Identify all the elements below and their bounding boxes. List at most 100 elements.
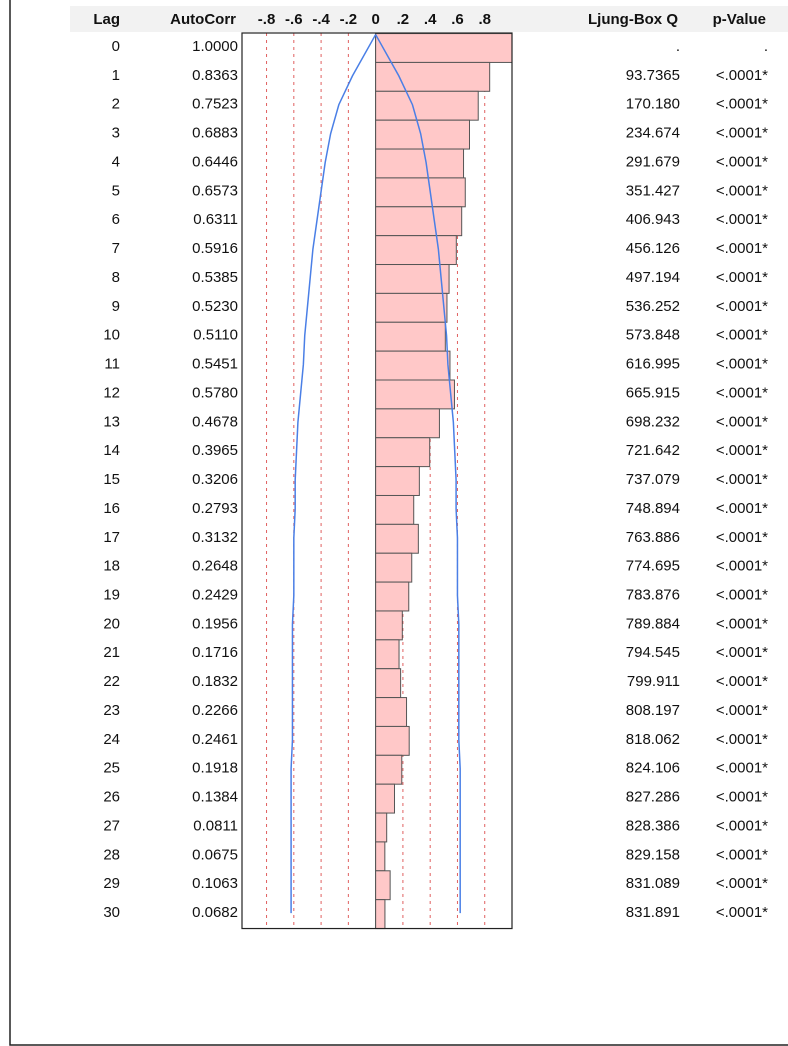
- lag-label: 6: [112, 211, 120, 228]
- p-value: <.0001*: [716, 615, 768, 632]
- autocorr-value: 0.3206: [192, 471, 238, 488]
- p-value: <.0001*: [716, 644, 768, 661]
- ljung-box-value: 737.079: [626, 471, 680, 488]
- p-value: <.0001*: [716, 298, 768, 315]
- bar: [375, 437, 431, 468]
- lag-label: 2: [112, 96, 120, 113]
- bar: [375, 321, 446, 352]
- lag-label: 14: [103, 442, 120, 459]
- header-ljung-box: Ljung-Box Q: [588, 11, 678, 28]
- bar: [375, 668, 402, 699]
- p-value: <.0001*: [716, 413, 768, 430]
- ljung-box-value: .: [676, 38, 680, 55]
- ljung-box-value: 456.126: [626, 240, 680, 257]
- ljung-box-value: 794.545: [626, 644, 680, 661]
- bar: [375, 466, 420, 496]
- ljung-box-value: 573.848: [626, 327, 680, 344]
- bar: [375, 206, 463, 237]
- header-band: [70, 6, 788, 32]
- p-value: <.0001*: [716, 731, 768, 748]
- x-tick-label: .6: [451, 11, 464, 28]
- autocorr-value: 0.6311: [193, 211, 238, 228]
- ljung-box-value: 698.232: [626, 413, 680, 430]
- ljung-box-value: 828.386: [626, 817, 680, 834]
- ljung-box-value: 774.695: [626, 558, 680, 575]
- lag-label: 19: [103, 586, 120, 603]
- ljung-box-value: 831.891: [626, 904, 680, 921]
- autocorr-value: 0.1918: [192, 760, 238, 777]
- bar: [375, 264, 450, 294]
- lag-label: 0: [112, 38, 120, 55]
- lag-label: 12: [103, 384, 120, 401]
- x-tick-label: -.2: [340, 11, 358, 28]
- p-value: <.0001*: [716, 846, 768, 863]
- header-p-value: p-Value: [713, 11, 766, 28]
- p-value: <.0001*: [716, 558, 768, 575]
- lag-label: 11: [104, 356, 120, 373]
- bar: [375, 33, 513, 63]
- lag-label: 30: [103, 904, 120, 921]
- lag-label: 16: [103, 500, 120, 517]
- autocorr-value: 0.6883: [192, 125, 238, 142]
- x-tick-label: -.8: [258, 11, 276, 28]
- autocorr-value: 0.1384: [192, 789, 238, 806]
- autocorr-value: 0.2429: [192, 586, 238, 603]
- p-value: <.0001*: [716, 96, 768, 113]
- bar: [375, 581, 410, 612]
- p-value: <.0001*: [716, 471, 768, 488]
- lag-label: 3: [112, 125, 120, 142]
- p-value: <.0001*: [716, 702, 768, 719]
- lower-bound: [290, 34, 377, 914]
- plot-frame: [241, 32, 513, 930]
- bar: [375, 754, 403, 785]
- p-value: <.0001*: [716, 125, 768, 142]
- upper-bound: [374, 34, 461, 914]
- autocorr-value: 0.2461: [192, 731, 238, 748]
- frame: [9, 0, 788, 1046]
- ljung-box-value: 291.679: [626, 153, 680, 170]
- autocorr-value: 0.0682: [192, 904, 238, 921]
- bar: [375, 292, 448, 323]
- bar: [375, 235, 457, 266]
- ljung-box-value: 665.915: [626, 384, 680, 401]
- ljung-box-value: 763.886: [626, 529, 680, 546]
- bar: [375, 841, 386, 872]
- autocorr-value: 0.0675: [192, 846, 238, 863]
- bar: [375, 494, 415, 525]
- header-autocorr: AutoCorr: [170, 11, 236, 28]
- x-tick-label: -.6: [285, 11, 303, 28]
- lag-label: 21: [103, 644, 120, 661]
- autocorr-value: 0.5230: [192, 298, 238, 315]
- lag-label: 4: [112, 153, 120, 170]
- ljung-box-value: 234.674: [626, 125, 680, 142]
- bar: [375, 61, 491, 92]
- autocorr-value: 0.2266: [192, 702, 238, 719]
- p-value: <.0001*: [716, 67, 768, 84]
- p-value: <.0001*: [716, 760, 768, 777]
- autocorr-value: 0.1832: [192, 673, 238, 690]
- autocorr-value: 0.5385: [192, 269, 238, 286]
- lag-label: 27: [103, 817, 120, 834]
- p-value: .: [764, 38, 768, 55]
- ljung-box-value: 829.158: [626, 846, 680, 863]
- p-value: <.0001*: [716, 500, 768, 517]
- autocorr-value: 0.1956: [192, 615, 238, 632]
- bar: [375, 350, 451, 381]
- bar: [375, 523, 419, 554]
- bar: [375, 408, 440, 439]
- autocorr-value: 0.8363: [192, 67, 238, 84]
- lag-label: 28: [103, 846, 120, 863]
- ljung-box-value: 799.911: [627, 673, 680, 690]
- ljung-box-value: 783.876: [626, 586, 680, 603]
- p-value: <.0001*: [716, 269, 768, 286]
- ljung-box-value: 789.884: [626, 615, 680, 632]
- bar: [375, 610, 403, 641]
- x-tick-label: 0: [371, 11, 379, 28]
- ljung-box-value: 351.427: [626, 182, 680, 199]
- p-value: <.0001*: [716, 586, 768, 603]
- lag-label: 17: [103, 529, 120, 546]
- bar: [375, 379, 455, 410]
- autocorr-value: 0.2793: [192, 500, 238, 517]
- p-value: <.0001*: [716, 442, 768, 459]
- autocorr-value: 0.3965: [192, 442, 238, 459]
